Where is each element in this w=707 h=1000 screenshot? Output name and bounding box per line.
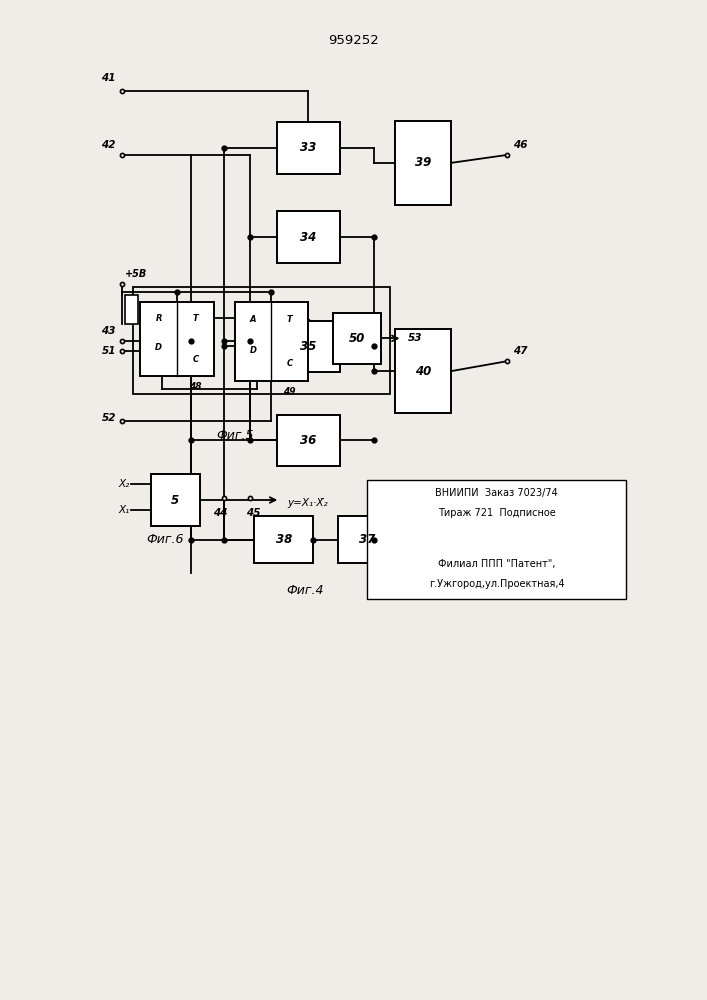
Text: 37: 37	[359, 533, 375, 546]
Text: 33: 33	[300, 141, 316, 154]
Bar	[368, 480, 626, 599]
Text: 959252: 959252	[328, 34, 379, 47]
Text: Филиал ППП "Патент",: Филиал ППП "Патент",	[438, 559, 556, 569]
Bar	[395, 329, 451, 413]
Text: 48: 48	[189, 382, 201, 391]
Bar	[141, 302, 214, 376]
Text: X₂: X₂	[119, 479, 130, 489]
Text: A: A	[250, 315, 257, 324]
Text: X₁: X₁	[119, 505, 130, 515]
Text: 34: 34	[300, 231, 316, 244]
Bar	[276, 211, 339, 263]
Text: 35: 35	[300, 340, 316, 353]
Text: D: D	[250, 346, 257, 355]
Bar	[332, 313, 382, 364]
Bar	[276, 415, 339, 466]
Text: +5B: +5B	[125, 269, 147, 279]
Text: y=X₁·X̄₂: y=X₁·X̄₂	[287, 498, 328, 508]
Text: Тираж 721  Подписное: Тираж 721 Подписное	[438, 508, 556, 518]
Text: 49: 49	[284, 387, 296, 396]
Bar	[395, 121, 451, 205]
Text: 42: 42	[101, 140, 116, 150]
Text: 5: 5	[171, 493, 180, 506]
Text: R: R	[156, 314, 162, 323]
Text: Фиг.5: Фиг.5	[216, 429, 254, 442]
Text: T: T	[287, 315, 293, 324]
Bar	[254, 516, 313, 563]
Text: C: C	[286, 359, 293, 368]
Bar	[276, 122, 339, 174]
Bar	[134, 287, 390, 394]
Text: 53: 53	[408, 333, 423, 343]
Text: 47: 47	[513, 346, 527, 356]
Text: 44: 44	[214, 508, 228, 518]
Bar	[125, 295, 138, 324]
Bar	[338, 516, 397, 563]
Bar	[235, 302, 308, 381]
Text: Фиг.4: Фиг.4	[286, 584, 323, 597]
Text: 43: 43	[101, 326, 116, 336]
Text: г.Ужгород,ул.Проектная,4: г.Ужгород,ул.Проектная,4	[429, 579, 564, 589]
Text: T: T	[192, 314, 198, 323]
Text: 51: 51	[101, 346, 116, 356]
Text: 46: 46	[513, 140, 527, 150]
Text: Фиг.6: Фиг.6	[146, 533, 184, 546]
Text: ВНИИПИ  Заказ 7023/74: ВНИИПИ Заказ 7023/74	[436, 488, 558, 498]
Text: 41: 41	[101, 73, 116, 83]
Bar	[151, 474, 200, 526]
Text: 50: 50	[349, 332, 365, 345]
Text: C: C	[192, 355, 199, 364]
Text: 45: 45	[246, 508, 261, 518]
Text: 39: 39	[415, 156, 431, 169]
Text: D: D	[156, 343, 162, 352]
Text: 40: 40	[415, 365, 431, 378]
Text: 52: 52	[101, 413, 116, 423]
Text: 36: 36	[300, 434, 316, 447]
Bar	[276, 321, 339, 372]
Text: 38: 38	[276, 533, 292, 546]
